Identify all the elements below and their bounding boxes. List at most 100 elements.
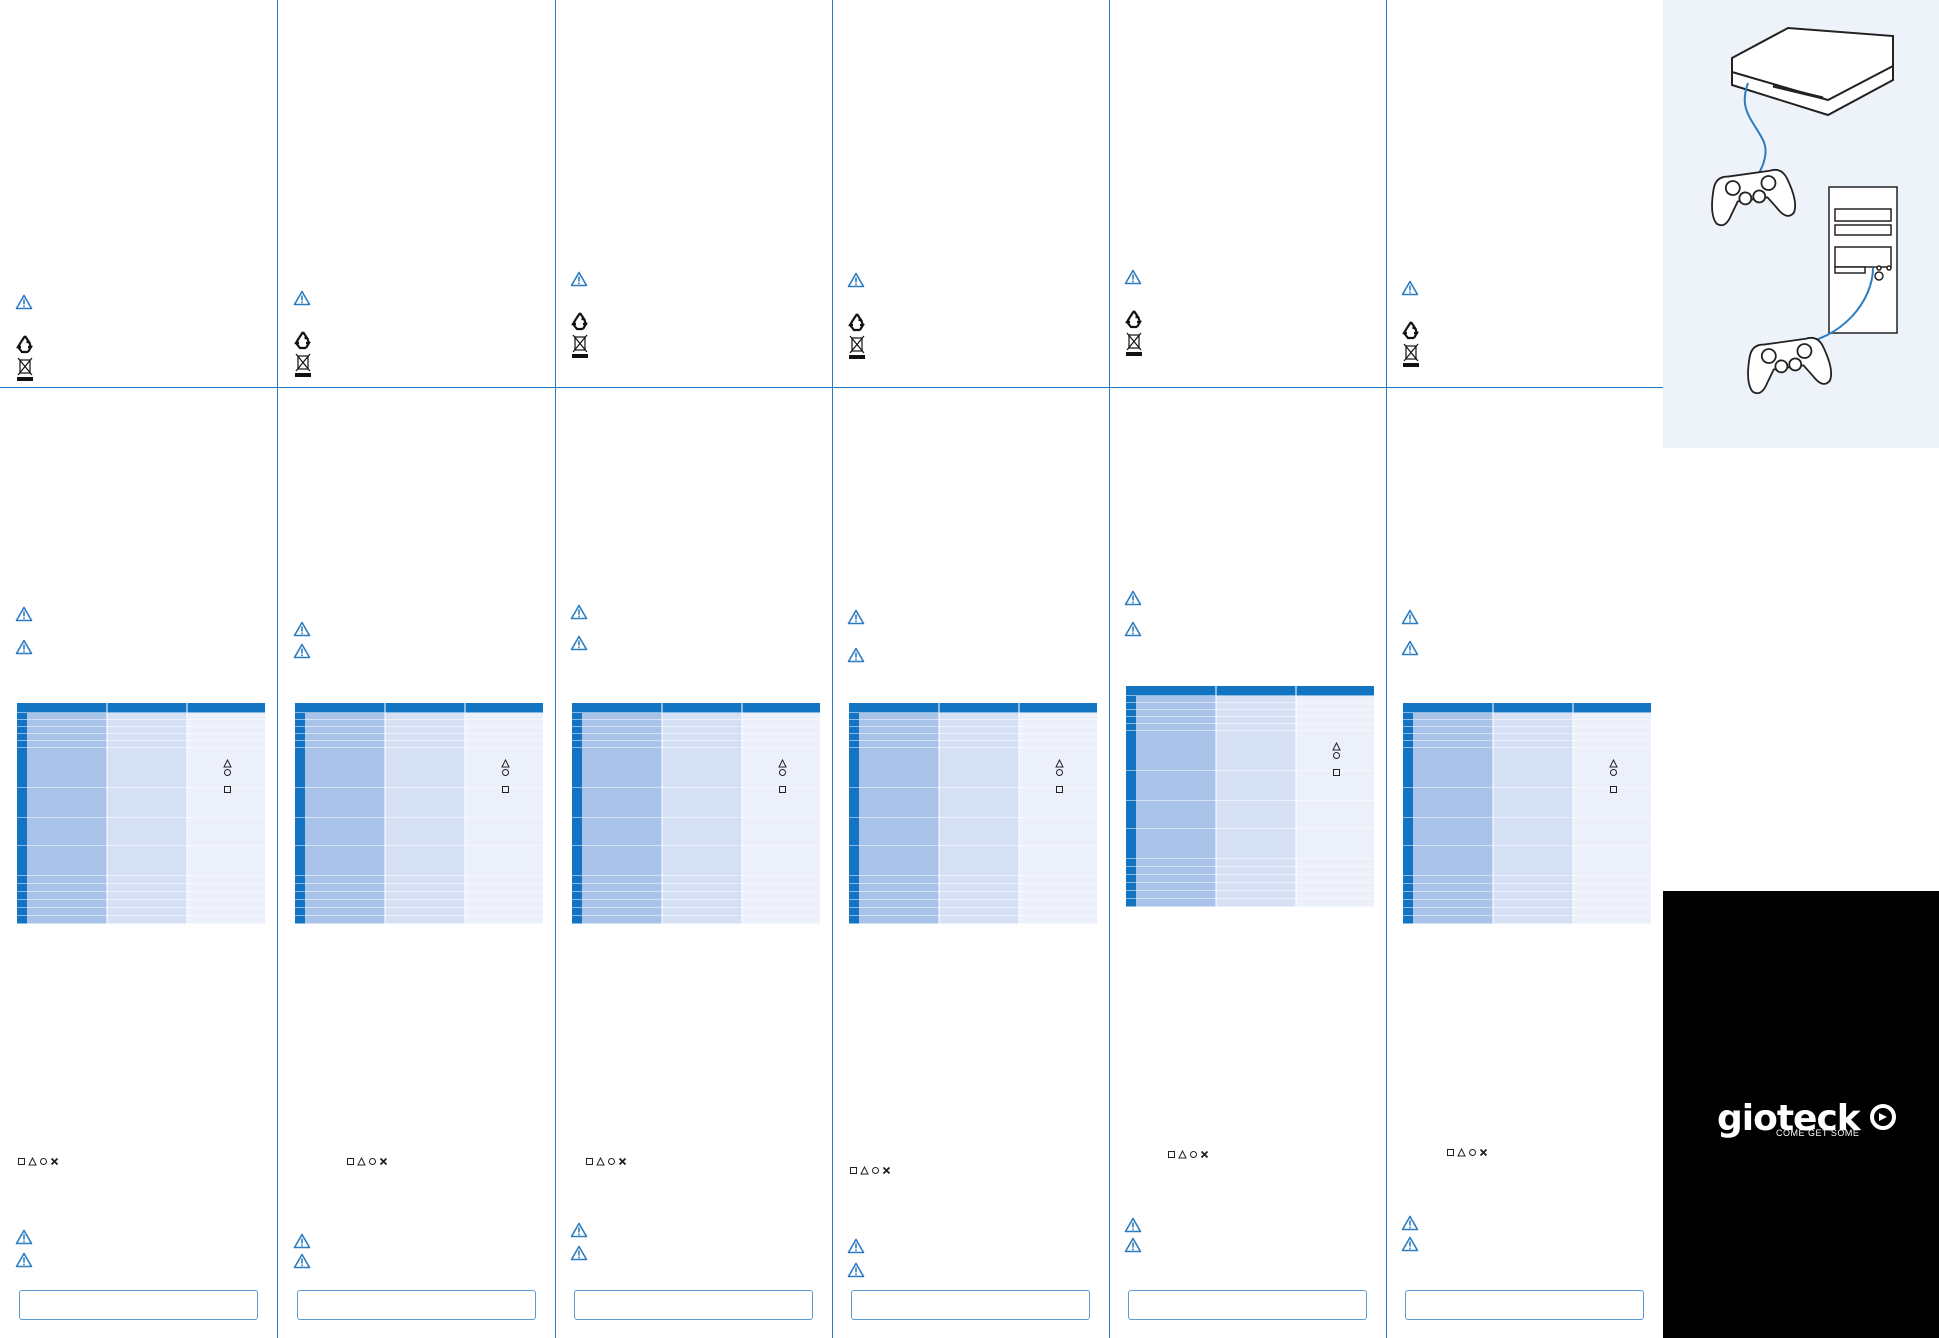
circle-button-icon (1056, 769, 1063, 776)
warning-icon (570, 604, 588, 620)
cross-button-icon (882, 1166, 891, 1175)
crossed-bin-icon (572, 334, 588, 358)
column-divider (277, 0, 278, 1338)
info-box (1405, 1290, 1644, 1320)
recycle-icon (1125, 310, 1142, 329)
circle-button-icon (224, 769, 231, 776)
warning-icon (847, 1262, 865, 1278)
cross-button-icon (50, 1157, 59, 1166)
info-box (19, 1290, 258, 1320)
circle-button-icon (1190, 1151, 1197, 1158)
triangle-button-icon (357, 1157, 366, 1166)
square-button-icon (1056, 786, 1063, 793)
cross-button-icon (618, 1157, 627, 1166)
column-divider (832, 0, 833, 1338)
warning-icon (15, 606, 33, 622)
circle-button-icon (369, 1158, 376, 1165)
triangle-button-icon (501, 759, 510, 768)
warning-icon (1401, 1236, 1419, 1252)
warning-icon (15, 294, 33, 310)
column-divider (1109, 0, 1110, 1338)
warning-icon (1124, 269, 1142, 285)
crossed-bin-icon (1126, 332, 1142, 356)
controls-table (1126, 686, 1374, 908)
square-button-icon (1610, 786, 1617, 793)
triangle-button-icon (28, 1157, 37, 1166)
square-button-icon (779, 786, 786, 793)
warning-icon (1401, 640, 1419, 656)
warning-icon (1124, 590, 1142, 606)
square-button-icon (1168, 1151, 1175, 1158)
controls-table (572, 703, 820, 925)
info-box (1128, 1290, 1367, 1320)
warning-icon (1124, 621, 1142, 637)
controller-icon (1711, 168, 1797, 227)
recycle-icon (1402, 321, 1419, 340)
triangle-button-icon (1609, 759, 1618, 768)
square-button-icon (1447, 1149, 1454, 1156)
crossed-bin-icon (295, 353, 311, 377)
warning-icon (847, 1238, 865, 1254)
controls-table (849, 703, 1097, 925)
fold-line (0, 387, 1663, 388)
crossed-bin-icon (1403, 343, 1419, 367)
triangle-button-icon (1178, 1150, 1187, 1159)
triangle-button-icon (778, 759, 787, 768)
warning-icon (293, 290, 311, 306)
circle-button-icon (872, 1167, 879, 1174)
logo-wordmark: gioteck (1717, 1098, 1861, 1139)
warning-icon (293, 1253, 311, 1269)
warning-icon (847, 647, 865, 663)
warning-icon (570, 271, 588, 287)
square-button-icon (18, 1158, 25, 1165)
square-button-icon (1333, 769, 1340, 776)
warning-icon (1401, 280, 1419, 296)
controller-icon (1747, 336, 1833, 395)
cross-button-icon (1479, 1148, 1488, 1157)
controls-table (295, 703, 543, 925)
connection-illustration-panel (1663, 0, 1939, 448)
usb-cable (1743, 82, 1767, 183)
triangle-button-icon (1332, 742, 1341, 751)
warning-icon (570, 635, 588, 651)
warning-icon (15, 639, 33, 655)
column-divider (1386, 0, 1387, 1338)
triangle-button-icon (596, 1157, 605, 1166)
warning-icon (570, 1222, 588, 1238)
warning-icon (293, 1233, 311, 1249)
square-button-icon (224, 786, 231, 793)
warning-icon (293, 621, 311, 637)
recycle-icon (848, 313, 865, 332)
warning-icon (847, 272, 865, 288)
logo-tagline: COME GET SOME (1776, 1128, 1860, 1138)
cross-button-icon (1200, 1150, 1209, 1159)
circle-button-icon (608, 1158, 615, 1165)
square-button-icon (850, 1167, 857, 1174)
recycle-icon (16, 335, 33, 354)
triangle-button-icon (860, 1166, 869, 1175)
circle-button-icon (1333, 752, 1340, 759)
cross-button-icon (379, 1157, 388, 1166)
warning-icon (1124, 1217, 1142, 1233)
warning-icon (293, 643, 311, 659)
logo-mark-icon (1870, 1104, 1896, 1130)
warning-icon (1401, 609, 1419, 625)
warning-icon (15, 1252, 33, 1268)
warning-icon (1401, 1215, 1419, 1231)
pc-tower-icon (1828, 186, 1898, 334)
info-box (574, 1290, 813, 1320)
brand-logo: gioteck COME GET SOME (1717, 1098, 1896, 1139)
connection-illustration (1711, 26, 1898, 395)
info-box (297, 1290, 536, 1320)
crossed-bin-icon (849, 335, 865, 359)
recycle-icon (571, 312, 588, 331)
console-icon (1731, 26, 1894, 117)
square-button-icon (502, 786, 509, 793)
circle-button-icon (1610, 769, 1617, 776)
warning-icon (847, 609, 865, 625)
triangle-button-icon (1457, 1148, 1466, 1157)
controls-table (17, 703, 265, 925)
square-button-icon (347, 1158, 354, 1165)
circle-button-icon (779, 769, 786, 776)
